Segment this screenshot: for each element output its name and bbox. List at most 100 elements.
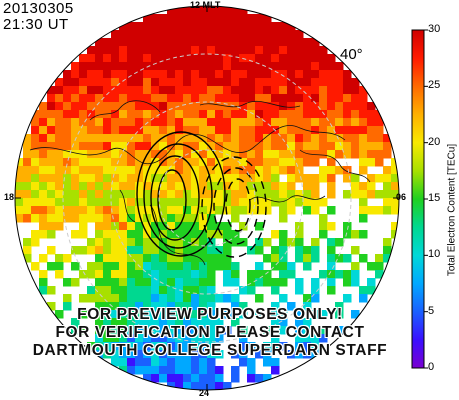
- tec-cell: [175, 358, 184, 367]
- tec-cell: [215, 94, 224, 103]
- tec-cell: [335, 270, 344, 279]
- tec-cell: [143, 78, 152, 87]
- tec-cell: [279, 342, 288, 351]
- tec-cell: [167, 94, 176, 103]
- tec-cell: [47, 286, 56, 295]
- tec-cell: [71, 62, 80, 71]
- tec-cell: [231, 230, 240, 239]
- tec-cell: [79, 158, 88, 167]
- tec-cell: [95, 326, 104, 335]
- tec-cell: [383, 150, 392, 159]
- tec-cell: [111, 142, 120, 151]
- tec-cell: [143, 86, 152, 95]
- tec-cell: [351, 190, 360, 199]
- tec-cell: [279, 46, 288, 55]
- tec-cell: [303, 206, 312, 215]
- tec-cell: [159, 342, 168, 351]
- tec-cell: [239, 86, 248, 95]
- tec-cell: [95, 334, 104, 343]
- tec-cell: [295, 254, 304, 263]
- tec-cell: [207, 270, 216, 279]
- tec-cell: [175, 310, 184, 319]
- tec-cell: [39, 118, 48, 127]
- tec-cell: [87, 294, 96, 303]
- tec-cell: [175, 302, 184, 311]
- tec-cell: [159, 38, 168, 47]
- tec-cell: [351, 310, 360, 319]
- tec-cell: [183, 214, 192, 223]
- tec-cell: [191, 206, 200, 215]
- tec-cell: [159, 22, 168, 31]
- tec-cell: [143, 302, 152, 311]
- tec-cell: [375, 150, 384, 159]
- tec-cell: [143, 270, 152, 279]
- tec-cell: [191, 94, 200, 103]
- tec-cell: [175, 126, 184, 135]
- tec-cell: [63, 278, 72, 287]
- tec-cell: [295, 38, 304, 47]
- tec-cell: [271, 110, 280, 119]
- tec-cell: [119, 150, 128, 159]
- tec-cell: [63, 198, 72, 207]
- tec-cell: [71, 150, 80, 159]
- tec-cell: [311, 46, 320, 55]
- tec-cell: [71, 262, 80, 271]
- tec-cell: [167, 286, 176, 295]
- tec-cell: [247, 142, 256, 151]
- tec-cell: [375, 118, 384, 127]
- tec-cell: [175, 366, 184, 375]
- tec-cell: [359, 254, 368, 263]
- tec-cell: [143, 318, 152, 327]
- tec-cell: [119, 94, 128, 103]
- tec-cell: [175, 270, 184, 279]
- tec-cell: [191, 126, 200, 135]
- tec-cell: [159, 302, 168, 311]
- tec-cell: [95, 38, 104, 47]
- tec-cell: [255, 102, 264, 111]
- tec-cell: [111, 358, 120, 367]
- tec-cell: [127, 326, 136, 335]
- tec-cell: [47, 174, 56, 183]
- tec-cell: [319, 94, 328, 103]
- tec-cell: [31, 142, 40, 151]
- tec-cell: [311, 254, 320, 263]
- tec-cell: [319, 334, 328, 343]
- tec-cell: [119, 350, 128, 359]
- tec-cell: [327, 206, 336, 215]
- tec-cell: [223, 38, 232, 47]
- tec-cell: [215, 294, 224, 303]
- tec-cell: [183, 270, 192, 279]
- tec-cell: [319, 214, 328, 223]
- tec-cell: [111, 102, 120, 111]
- tec-cell: [135, 318, 144, 327]
- tec-cell: [167, 126, 176, 135]
- tec-cell: [231, 78, 240, 87]
- tec-cell: [351, 102, 360, 111]
- tec-cell: [231, 182, 240, 191]
- tec-cell: [295, 134, 304, 143]
- tec-cell: [111, 254, 120, 263]
- tec-cell: [191, 358, 200, 367]
- tec-cell: [111, 270, 120, 279]
- tec-cell: [183, 94, 192, 103]
- tec-cell: [303, 118, 312, 127]
- tec-cell: [223, 270, 232, 279]
- tec-cell: [311, 246, 320, 255]
- tec-cell: [87, 158, 96, 167]
- tec-cell: [183, 278, 192, 287]
- tec-cell: [207, 302, 216, 311]
- tec-cell: [175, 30, 184, 39]
- tec-cell: [39, 190, 48, 199]
- tec-cell: [295, 126, 304, 135]
- tec-cell: [375, 190, 384, 199]
- tec-cell: [103, 190, 112, 199]
- tec-cell: [279, 214, 288, 223]
- tec-cell: [95, 342, 104, 351]
- tec-cell: [79, 326, 88, 335]
- tec-cell: [183, 46, 192, 55]
- tec-cell: [239, 134, 248, 143]
- tec-cell: [207, 230, 216, 239]
- tec-cell: [167, 86, 176, 95]
- tec-cell: [367, 118, 376, 127]
